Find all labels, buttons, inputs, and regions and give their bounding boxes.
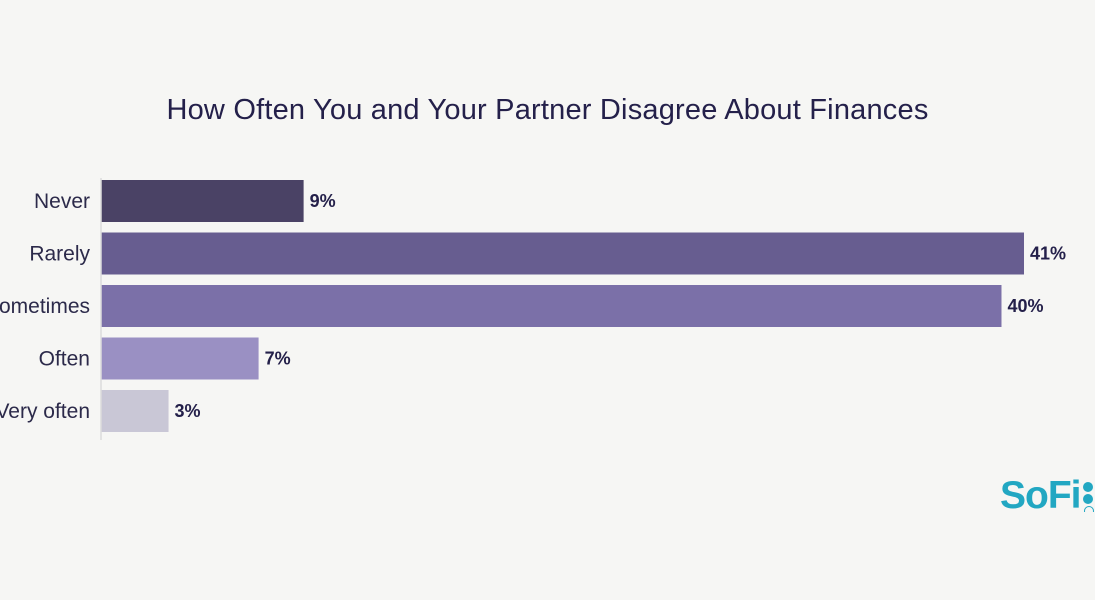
bar-rarely	[101, 232, 1024, 275]
chart-title: How Often You and Your Partner Disagree …	[166, 94, 929, 126]
category-label: Often	[39, 348, 90, 371]
bar-very-often	[101, 390, 169, 432]
category-label: Never	[34, 190, 90, 213]
value-label: 3%	[175, 401, 201, 421]
category-label: Sometimes	[0, 295, 90, 318]
category-label: Rarely	[29, 243, 90, 266]
bar-sometimes	[101, 285, 1002, 327]
value-label: 7%	[265, 349, 291, 369]
value-label: 9%	[310, 191, 336, 211]
sofi-logo: SoFi	[1000, 474, 1081, 517]
value-label: 41%	[1030, 244, 1066, 264]
bar-often	[101, 337, 259, 380]
category-label: Very often	[0, 400, 90, 423]
value-label: 40%	[1007, 296, 1043, 316]
bar-never	[101, 180, 304, 222]
sofi-logo-mark-icon	[1081, 482, 1095, 512]
